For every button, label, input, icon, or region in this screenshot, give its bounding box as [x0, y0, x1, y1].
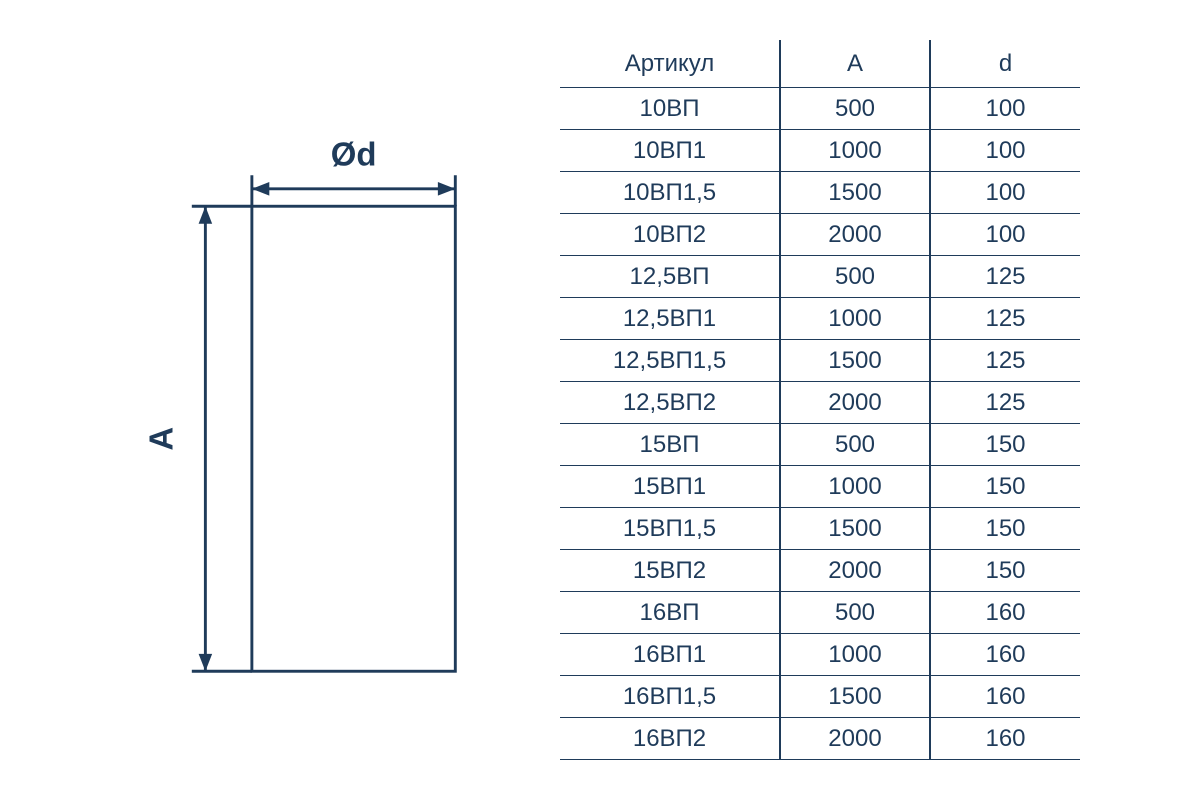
table-header-cell: Артикул [560, 40, 780, 88]
table-cell: 1000 [780, 466, 930, 508]
table-cell: 150 [930, 508, 1080, 550]
spec-table: АртикулAd10ВП50010010ВП1100010010ВП1,515… [560, 40, 1080, 761]
table-row: 10ВП11000100 [560, 130, 1080, 172]
table-cell: 160 [930, 592, 1080, 634]
table-cell: 125 [930, 340, 1080, 382]
table-cell: 1000 [780, 130, 930, 172]
table-row: 12,5ВП500125 [560, 256, 1080, 298]
spec-table-panel: АртикулAd10ВП50010010ВП1100010010ВП1,515… [560, 40, 1080, 761]
table-cell: 1500 [780, 508, 930, 550]
height-dimension-label: A [142, 427, 179, 451]
table-cell: 150 [930, 466, 1080, 508]
table-cell: 1500 [780, 172, 930, 214]
table-cell: 15ВП2 [560, 550, 780, 592]
table-cell: 100 [930, 130, 1080, 172]
table-header-row: АртикулAd [560, 40, 1080, 88]
table-cell: 125 [930, 256, 1080, 298]
table-row: 15ВП1,51500150 [560, 508, 1080, 550]
diagram-svg: Ød A [120, 90, 500, 710]
table-cell: 15ВП1 [560, 466, 780, 508]
table-cell: 16ВП [560, 592, 780, 634]
width-dimension-label: Ød [331, 136, 377, 173]
table-cell: 2000 [780, 382, 930, 424]
table-cell: 16ВП1 [560, 634, 780, 676]
table-cell: 100 [930, 172, 1080, 214]
table-cell: 1500 [780, 340, 930, 382]
table-cell: 150 [930, 424, 1080, 466]
table-cell: 2000 [780, 550, 930, 592]
table-cell: 150 [930, 550, 1080, 592]
table-cell: 500 [780, 424, 930, 466]
table-cell: 16ВП2 [560, 718, 780, 760]
table-cell: 12,5ВП1 [560, 298, 780, 340]
table-row: 16ВП11000160 [560, 634, 1080, 676]
table-cell: 10ВП [560, 88, 780, 130]
table-row: 10ВП500100 [560, 88, 1080, 130]
table-row: 15ВП11000150 [560, 466, 1080, 508]
table-cell: 500 [780, 256, 930, 298]
table-cell: 12,5ВП2 [560, 382, 780, 424]
table-row: 15ВП500150 [560, 424, 1080, 466]
table-cell: 10ВП2 [560, 214, 780, 256]
table-cell: 500 [780, 592, 930, 634]
table-cell: 1000 [780, 634, 930, 676]
table-cell: 2000 [780, 214, 930, 256]
table-cell: 500 [780, 88, 930, 130]
table-cell: 15ВП [560, 424, 780, 466]
table-cell: 16ВП1,5 [560, 676, 780, 718]
table-row: 12,5ВП11000125 [560, 298, 1080, 340]
table-row: 10ВП1,51500100 [560, 172, 1080, 214]
table-row: 15ВП22000150 [560, 550, 1080, 592]
table-row: 16ВП22000160 [560, 718, 1080, 760]
table-cell: 10ВП1 [560, 130, 780, 172]
table-cell: 12,5ВП1,5 [560, 340, 780, 382]
table-header-cell: d [930, 40, 1080, 88]
table-row: 16ВП500160 [560, 592, 1080, 634]
table-cell: 125 [930, 298, 1080, 340]
table-cell: 1500 [780, 676, 930, 718]
dimension-diagram: Ød A [120, 90, 500, 710]
table-cell: 125 [930, 382, 1080, 424]
table-cell: 160 [930, 676, 1080, 718]
table-cell: 100 [930, 214, 1080, 256]
table-row: 10ВП22000100 [560, 214, 1080, 256]
table-row: 12,5ВП1,51500125 [560, 340, 1080, 382]
table-cell: 160 [930, 718, 1080, 760]
table-cell: 2000 [780, 718, 930, 760]
table-cell: 160 [930, 634, 1080, 676]
table-row: 12,5ВП22000125 [560, 382, 1080, 424]
table-row: 16ВП1,51500160 [560, 676, 1080, 718]
table-cell: 10ВП1,5 [560, 172, 780, 214]
table-cell: 15ВП1,5 [560, 508, 780, 550]
table-cell: 1000 [780, 298, 930, 340]
table-cell: 100 [930, 88, 1080, 130]
table-cell: 12,5ВП [560, 256, 780, 298]
table-header-cell: A [780, 40, 930, 88]
